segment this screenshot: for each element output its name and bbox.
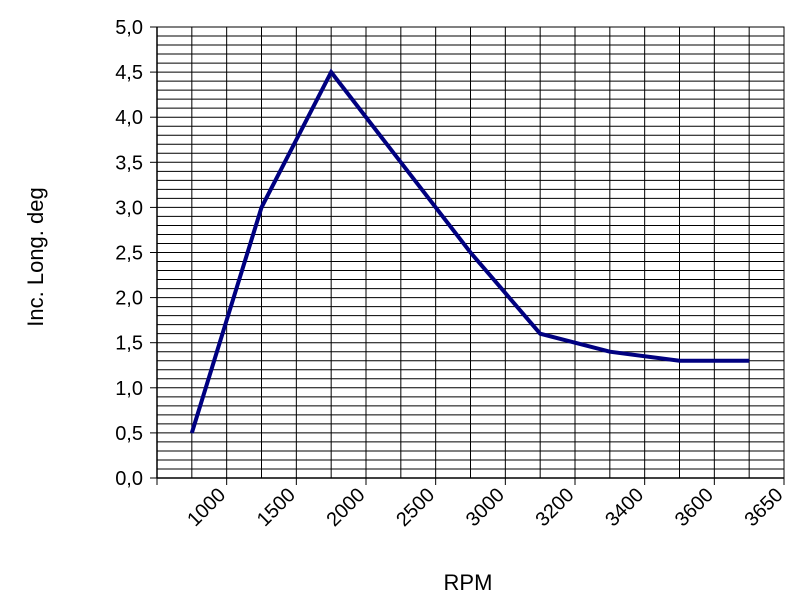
- data-point: [679, 360, 680, 362]
- data-point: [539, 333, 541, 335]
- x-tick-label: 2500: [392, 484, 439, 531]
- y-tick-label: 4,5: [115, 62, 143, 84]
- y-tick-label: 4,0: [115, 107, 143, 129]
- data-point: [748, 360, 750, 362]
- axes: [150, 26, 785, 485]
- data-point: [609, 351, 611, 353]
- x-tick-label: 2000: [323, 484, 370, 531]
- data-point: [470, 252, 471, 253]
- y-tick-label: 3,5: [115, 152, 143, 174]
- x-tick-label: 3000: [462, 484, 509, 531]
- data-point: [400, 161, 402, 163]
- data-point: [191, 432, 193, 434]
- data-point: [330, 71, 332, 73]
- x-tick-label: 3650: [741, 484, 787, 531]
- x-axis-title: RPM: [444, 570, 493, 595]
- y-axis-title: Inc. Long. deg: [23, 187, 48, 326]
- y-tick-label: 1,5: [115, 333, 143, 355]
- y-tick-label: 0,0: [115, 468, 143, 490]
- y-tick-label: 3,0: [115, 197, 143, 219]
- y-tick-label: 2,5: [115, 243, 143, 265]
- x-tick-label: 1500: [253, 484, 300, 531]
- y-tick-label: 5,0: [115, 17, 143, 39]
- x-tick-label: 3400: [601, 484, 648, 531]
- x-tick-label: 3600: [671, 484, 718, 531]
- y-tick-label: 2,0: [115, 288, 143, 310]
- x-tick-labels: 1000 1500 2000 2500 3000 3200 3400 3600 3650: [183, 484, 787, 531]
- data-series: [189, 68, 750, 434]
- y-tick-labels: 0,0 0,5 1,0 1,5 2,0 2,5 3,0 3,5 4,0 4,5 5,0: [115, 17, 143, 490]
- data-point: [261, 206, 262, 208]
- x-tick-label: 3200: [532, 484, 579, 531]
- x-tick-label: 1000: [183, 484, 230, 531]
- y-tick-label: 0,5: [115, 423, 143, 445]
- y-tick-label: 1,0: [115, 378, 143, 400]
